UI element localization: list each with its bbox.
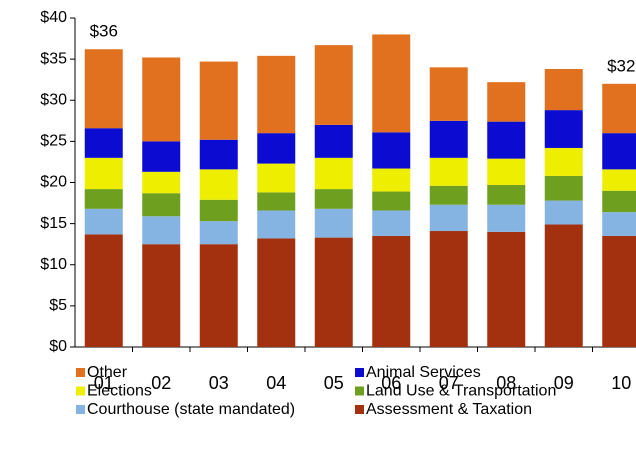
total-label: $36 (90, 22, 118, 41)
x-tick-label: 09 (554, 373, 574, 393)
legend-swatch (76, 405, 85, 414)
legend-swatch (355, 368, 364, 377)
y-tick-label: $35 (40, 50, 67, 67)
bar-segment (487, 184, 526, 205)
bar-segment (602, 83, 636, 134)
y-tick-label: $15 (40, 215, 67, 232)
bar-segment (84, 208, 123, 235)
bar-segment (314, 208, 353, 238)
legend-label: Animal Services (366, 364, 481, 381)
bar-segment (602, 212, 636, 236)
legend-swatch (76, 368, 85, 377)
bar-segment (84, 128, 123, 158)
bar-segment (602, 190, 636, 213)
x-tick-label: 01 (94, 373, 114, 393)
bar-segment (257, 192, 296, 211)
x-tick-label: 04 (266, 373, 286, 393)
bar-segment (142, 193, 181, 217)
bar-segment (602, 133, 636, 170)
bar-segment (314, 124, 353, 158)
x-tick-label: 07 (439, 373, 459, 393)
bar-segment (544, 147, 583, 176)
bar-segment (257, 210, 296, 239)
bar-segment (544, 200, 583, 225)
bar-segment (429, 120, 468, 158)
bar-segment (314, 45, 353, 125)
legend-label: Elections (87, 383, 152, 400)
bar-segment (544, 110, 583, 148)
bar-segment (199, 244, 238, 347)
bar-segment (372, 168, 411, 192)
y-tick-label: $20 (40, 174, 67, 191)
bar-segment (487, 121, 526, 159)
bar-segment (84, 49, 123, 129)
bar-segment (544, 175, 583, 201)
total-label: $32 (607, 56, 635, 75)
bar-segment (314, 237, 353, 347)
bar-segment (429, 204, 468, 232)
legend-label: Land Use & Transportation (366, 383, 556, 400)
y-tick-label: $25 (40, 133, 67, 150)
bar-segment (142, 216, 181, 245)
bar-segment (84, 157, 123, 190)
bar-segment (199, 221, 238, 245)
y-tick-label: $0 (49, 338, 67, 355)
bar-segment (142, 171, 181, 194)
bar-segment (487, 231, 526, 347)
bar-segment (257, 238, 296, 347)
bar-segment (429, 231, 468, 347)
bar-segment (544, 224, 583, 347)
x-tick-label: 08 (496, 373, 516, 393)
bar-segment (142, 244, 181, 347)
bar-segment (372, 235, 411, 347)
legend-label: Other (87, 364, 128, 381)
x-tick-label: 02 (151, 373, 171, 393)
bar-segment (257, 133, 296, 164)
legend-swatch (355, 386, 364, 396)
bar-segment (142, 141, 181, 172)
y-tick-label: $40 (40, 9, 67, 26)
bar-segment (199, 199, 238, 222)
bar-segment (487, 204, 526, 232)
y-tick-label: $5 (49, 297, 67, 314)
bar-segment (429, 157, 468, 186)
y-tick-label: $30 (40, 91, 67, 108)
legend-label: Assessment & Taxation (366, 401, 532, 418)
x-tick-label: 06 (381, 373, 401, 393)
bar-segment (429, 67, 468, 121)
bar-segment (602, 169, 636, 191)
y-tick-label: $10 (40, 256, 67, 273)
bar-segment (314, 189, 353, 209)
bar-segment (372, 191, 411, 211)
bar-segment (84, 234, 123, 347)
bar-segment (487, 82, 526, 122)
legend-swatch (76, 386, 85, 396)
bar-segment (372, 210, 411, 236)
bar-segment (372, 132, 411, 169)
bar-segment (314, 157, 353, 190)
x-tick-label: 10 (611, 373, 631, 393)
bar-segment (199, 61, 238, 140)
bar-segment (199, 139, 238, 170)
bar-segment (544, 68, 583, 111)
bar-segment (602, 235, 636, 347)
bar-segment (199, 169, 238, 200)
bar-segment (257, 163, 296, 193)
bar-segment (372, 34, 411, 133)
legend-label: Courthouse (state mandated) (87, 401, 295, 418)
bar-segment (257, 55, 296, 134)
bar-segment (487, 158, 526, 185)
x-tick-label: 03 (209, 373, 229, 393)
bar-segment (142, 57, 181, 142)
bar-segment (84, 189, 123, 209)
bar-segment (429, 185, 468, 205)
legend-swatch (355, 405, 364, 414)
x-tick-label: 05 (324, 373, 344, 393)
